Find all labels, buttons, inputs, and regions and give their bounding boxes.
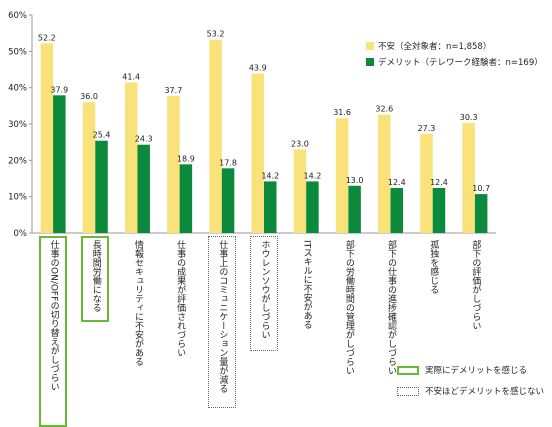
x-tick-label: 情報セキュリティに不安がある [132,240,143,366]
highlight-green-box [39,236,68,427]
highlight-dotted-box [250,236,278,351]
x-tick-label: 孤独を感じる [428,240,439,294]
x-tick-label: 部下の評価がしづらい [470,240,481,330]
bar-demerit [390,187,404,233]
bar-demerit [221,168,235,233]
bar-anxiety [462,122,475,233]
data-label-anxiety: 37.7 [164,86,182,95]
bottom-legend-green: 実際にデメリットを感じる [397,364,527,376]
bar-demerit [348,185,361,233]
x-tick-label: ホウレンソウがしづらい [259,240,270,339]
bar-demerit [474,194,488,233]
bar-chart: 0% 10% 20% 30% 40% 50% 60% 52.2 37.9 36.0 25.4 41.4… [8,11,496,239]
bar-anxiety [40,43,54,234]
data-label-anxiety: 43.9 [249,63,267,72]
y-tick-label: 20% [8,156,27,166]
bar-demerit [137,144,150,233]
y-tick-label: 10% [8,193,27,203]
x-tick-label: 部下の労働時間の管理がしづらい [343,240,354,375]
x-tick-label: ITスキルに不安がある [301,240,312,330]
data-label-anxiety: 52.2 [38,33,56,42]
data-label-anxiety: 53.2 [207,30,225,39]
y-tick-label: 50% [8,47,27,57]
bar-demerit [306,181,319,233]
y-tick-label: 40% [8,84,27,94]
bar-anxiety [293,149,307,233]
bar-anxiety [251,73,264,233]
data-label-anxiety: 27.3 [418,124,436,133]
x-tick-label: 仕事のON/OFFの切り替えがしづらい [48,240,59,392]
bar-demerit [179,164,193,233]
bar-anxiety [378,114,391,233]
highlight-dotted-box [207,236,236,408]
bar-anxiety [420,133,433,233]
data-label-demerit: 13.0 [346,176,364,185]
legend-label-anxiety: 不安（全対象者：n=1,858） [378,42,492,52]
bottom-legend-dotted: 不安ほどデメリットを感じない [397,385,544,397]
legend-label-demerit: デメリット（テレワーク経験者：n=169） [378,58,543,68]
data-label-demerit: 37.9 [50,85,68,94]
y-tick-label: 60% [8,11,27,21]
x-tick-label: 部下の仕事の進捗確認がしづらい [386,240,397,375]
data-label-demerit: 18.9 [177,154,195,163]
legend-swatch-demerit [366,58,374,66]
x-tick-label: 長時間労働になる [90,240,101,312]
green-box-swatch [397,365,419,375]
dotted-box-swatch [397,386,419,396]
y-tick-label: 0% [14,229,28,239]
data-label-demerit: 25.4 [93,131,111,140]
data-label-anxiety: 30.3 [460,113,478,122]
bar-demerit [264,181,277,233]
data-label-demerit: 24.3 [135,135,153,144]
data-label-anxiety: 32.6 [375,105,393,114]
data-label-anxiety: 31.6 [333,108,351,117]
bar-anxiety [82,102,96,233]
legend-item-anxiety: 不安（全対象者：n=1,858） [366,40,491,52]
bar-anxiety [167,96,180,233]
bar-demerit [95,140,108,233]
bar-demerit [53,95,66,234]
bottom-legend-green-label: 実際にデメリットを感じる [425,366,528,376]
bar-anxiety [124,82,138,233]
bar-anxiety [335,118,349,233]
data-label-demerit: 12.4 [430,178,448,187]
y-tick-label: 30% [8,120,27,130]
legend-item-demerit: デメリット（テレワーク経験者：n=169） [366,56,543,68]
highlight-green-box [81,236,110,322]
legend-swatch-anxiety [366,42,374,50]
x-tick-label: 仕事上のコミュニケーション量が減る [217,240,228,393]
data-label-anxiety: 41.4 [122,73,140,82]
data-label-anxiety: 23.0 [291,139,309,148]
data-label-anxiety: 36.0 [80,92,98,101]
data-label-demerit: 17.8 [219,158,237,167]
data-label-demerit: 12.4 [388,178,406,187]
x-tick-label: 仕事の成果が評価されづらい [175,240,186,357]
data-label-demerit: 14.2 [261,171,279,180]
bar-demerit [432,187,446,233]
bottom-legend-dotted-label: 不安ほどデメリットを感じない [425,387,545,397]
data-label-demerit: 10.7 [472,184,490,193]
data-label-demerit: 14.2 [304,171,322,180]
bar-anxiety [209,39,222,233]
